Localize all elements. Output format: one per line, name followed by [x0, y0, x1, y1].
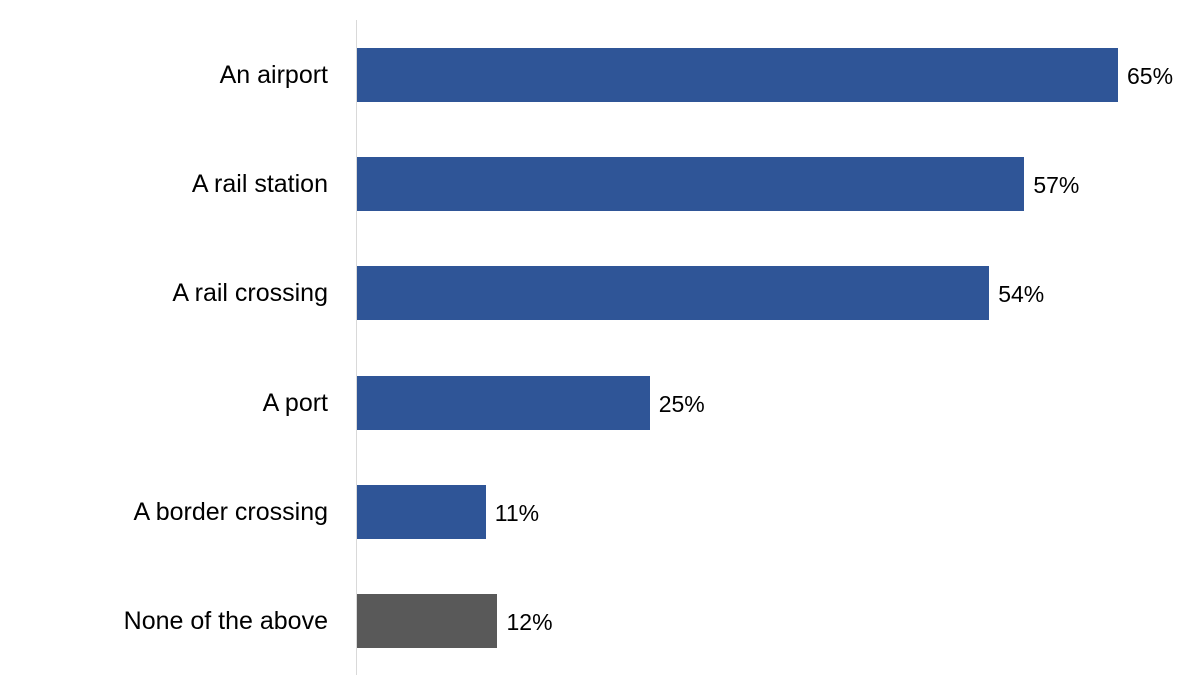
value-label: 54% [998, 281, 1045, 308]
category-label: A rail station [191, 170, 328, 199]
value-label: 11% [494, 499, 540, 526]
value-label: 25% [658, 390, 705, 417]
category-axis-line [356, 20, 357, 675]
bar-row: A border crossing 11% [0, 484, 1200, 539]
bar [357, 48, 1118, 102]
value-label: 57% [1033, 172, 1080, 199]
bar [357, 266, 990, 321]
bar-row: A rail crossing 54% [0, 266, 1200, 321]
value-label: 65% [1127, 63, 1174, 89]
bar-row: An airport 65% [0, 48, 1200, 102]
bar [357, 157, 1025, 212]
bar-row: A port 25% [0, 375, 1200, 430]
category-label: A rail crossing [172, 279, 328, 308]
value-label: 12% [506, 609, 553, 635]
bar [357, 484, 486, 539]
category-label: A port [262, 388, 328, 417]
bar-row: None of the above 12% [0, 594, 1200, 648]
bar [357, 594, 498, 648]
category-label: An airport [219, 61, 328, 89]
bar-row: A rail station 57% [0, 157, 1200, 212]
category-label: A border crossing [133, 497, 328, 526]
category-label: None of the above [123, 607, 328, 635]
bar [357, 375, 650, 430]
